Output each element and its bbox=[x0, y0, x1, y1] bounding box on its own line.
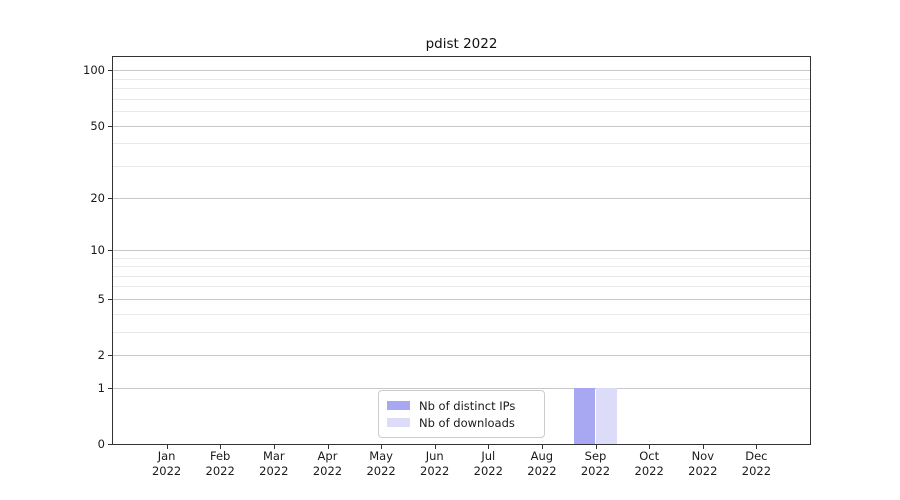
gridline-minor bbox=[113, 165, 810, 167]
gridline-minor bbox=[113, 313, 810, 315]
y-tick-label: 50 bbox=[90, 118, 105, 133]
x-tick-mark bbox=[273, 445, 275, 449]
x-tick-mark bbox=[381, 445, 383, 449]
gridline-minor bbox=[113, 275, 810, 277]
x-tick-mark bbox=[166, 445, 168, 449]
gridline-major bbox=[113, 125, 810, 127]
x-tick-mark bbox=[488, 445, 490, 449]
bar-nb-of-downloads bbox=[595, 387, 617, 444]
legend-label: Nb of downloads bbox=[419, 415, 515, 430]
bar-nb-of-distinct-ips bbox=[574, 387, 596, 444]
x-tick-mark bbox=[702, 445, 704, 449]
x-tick-label: Oct 2022 bbox=[634, 449, 664, 478]
x-tick-mark bbox=[649, 445, 651, 449]
y-tick-label: 2 bbox=[97, 348, 105, 362]
gridline-minor bbox=[113, 143, 810, 145]
x-tick-label: Aug 2022 bbox=[527, 449, 557, 478]
gridline-minor bbox=[113, 286, 810, 288]
x-tick-mark bbox=[541, 445, 543, 449]
x-tick-mark bbox=[434, 445, 436, 449]
legend-item: Nb of downloads bbox=[387, 416, 544, 430]
legend: Nb of distinct IPs Nb of downloads bbox=[378, 390, 545, 438]
gridline-minor bbox=[113, 257, 810, 259]
x-tick-mark bbox=[327, 445, 329, 449]
x-tick-label: Jun 2022 bbox=[420, 449, 450, 478]
gridline-minor bbox=[113, 88, 810, 90]
y-tick-label: 10 bbox=[90, 242, 105, 257]
x-tick-label: Apr 2022 bbox=[312, 449, 343, 478]
chart-title: pdist 2022 bbox=[425, 36, 498, 52]
gridline-minor bbox=[113, 111, 810, 113]
gridline-minor bbox=[113, 98, 810, 100]
gridline-major bbox=[113, 249, 810, 251]
x-tick-label: Nov 2022 bbox=[688, 449, 718, 478]
legend-swatch-nb-of-distinct-ips bbox=[387, 401, 410, 410]
gridline-minor bbox=[113, 331, 810, 333]
gridline-major bbox=[113, 70, 810, 72]
x-tick-label: Jul 2022 bbox=[473, 449, 503, 478]
gridline-major bbox=[113, 298, 810, 300]
x-tick-mark bbox=[220, 445, 222, 449]
x-tick-mark bbox=[595, 445, 597, 449]
y-tick-label: 1 bbox=[97, 380, 105, 395]
x-tick-mark bbox=[756, 445, 758, 449]
x-tick-label: May 2022 bbox=[366, 449, 396, 478]
gridline-minor bbox=[113, 266, 810, 268]
x-tick-label: Dec 2022 bbox=[741, 449, 772, 478]
gridline-major bbox=[113, 355, 810, 356]
gridline-major bbox=[113, 387, 810, 389]
y-tick-label: 0 bbox=[97, 437, 105, 451]
y-tick-label: 5 bbox=[97, 291, 105, 306]
legend-label: Nb of distinct IPs bbox=[419, 398, 516, 413]
legend-swatch-nb-of-downloads bbox=[387, 418, 410, 427]
x-tick-label: Jan 2022 bbox=[151, 449, 182, 478]
gridline-minor bbox=[113, 78, 810, 80]
y-tick-label: 20 bbox=[90, 190, 105, 205]
plot-area bbox=[112, 56, 811, 445]
x-tick-label: Sep 2022 bbox=[580, 449, 611, 478]
gridline-major bbox=[113, 197, 810, 199]
y-tick-label: 100 bbox=[83, 63, 105, 78]
x-tick-label: Feb 2022 bbox=[205, 449, 235, 478]
x-tick-label: Mar 2022 bbox=[259, 449, 289, 478]
legend-item: Nb of distinct IPs bbox=[387, 399, 544, 413]
